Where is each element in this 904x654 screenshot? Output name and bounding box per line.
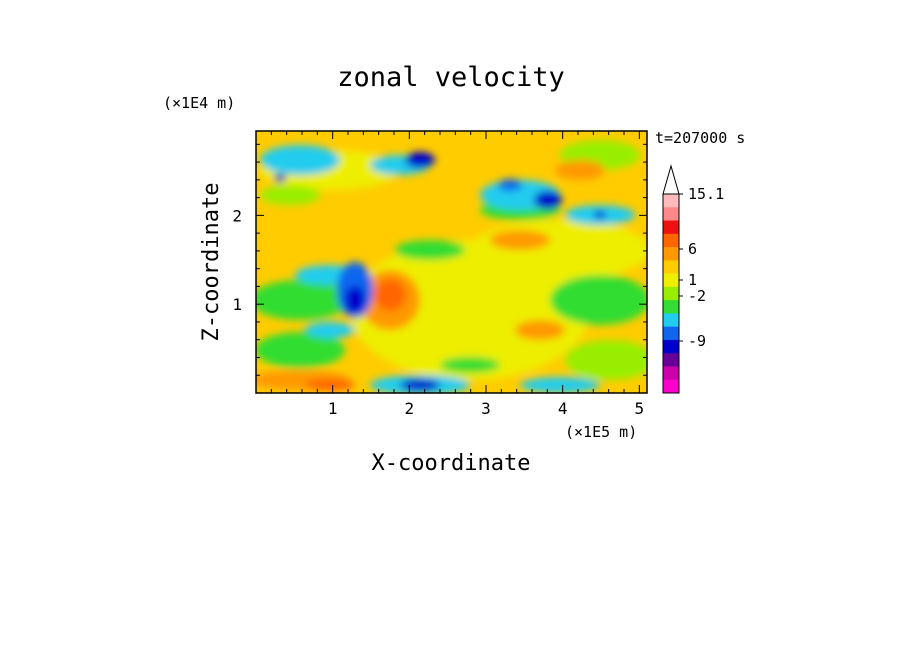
time-label: t=207000 s	[655, 129, 745, 147]
colorbar-frame	[662, 193, 680, 394]
colorbar-swatch	[663, 247, 679, 261]
colorbar-swatch	[663, 207, 679, 222]
colorbar-label: -9	[688, 332, 706, 350]
colorbar-swatch	[663, 300, 679, 314]
colorbar-swatch	[663, 379, 679, 394]
colorbar-swatch	[663, 353, 679, 367]
x-unit-label: (×1E5 m)	[565, 423, 637, 441]
colorbar-label: 1	[688, 271, 697, 289]
x-tick-label: 1	[328, 399, 338, 418]
colorbar-swatch	[663, 326, 679, 341]
x-axis-label: X-coordinate	[372, 451, 531, 476]
x-tick-label: 2	[405, 399, 415, 418]
colorbar-swatch	[663, 260, 679, 275]
x-tick-label: 4	[558, 399, 568, 418]
colorbar-swatch	[663, 286, 679, 301]
y-axis: 12	[232, 143, 647, 376]
colorbar-swatch	[663, 339, 679, 354]
x-axis: 1 2 3 4 5	[270, 131, 645, 418]
colorbar-swatch	[663, 233, 679, 248]
plot-frame	[255, 130, 648, 394]
colorbar-extend-arrow	[662, 164, 680, 195]
x-tick-label: 3	[481, 399, 491, 418]
x-tick-label: 5	[635, 399, 645, 418]
y-tick-label: 2	[232, 206, 242, 225]
colorbar: 15.1 6 1-2 -9	[662, 164, 724, 394]
y-unit-label: (×1E4 m)	[163, 94, 235, 112]
colorbar-label: 6	[688, 240, 697, 258]
y-tick-label: 1	[232, 295, 242, 314]
colorbar-swatch	[663, 273, 679, 288]
colorbar-swatch	[663, 194, 679, 208]
y-axis-label: Z-coordinate	[199, 183, 224, 342]
colorbar-swatch	[663, 366, 679, 381]
colorbar-swatch	[663, 313, 679, 328]
colorbar-label: -2	[688, 287, 706, 305]
heatmap-field	[256, 131, 647, 393]
colorbar-label: 15.1	[688, 185, 724, 203]
chart-title: zonal velocity	[337, 62, 565, 93]
colorbar-swatch	[663, 220, 679, 235]
